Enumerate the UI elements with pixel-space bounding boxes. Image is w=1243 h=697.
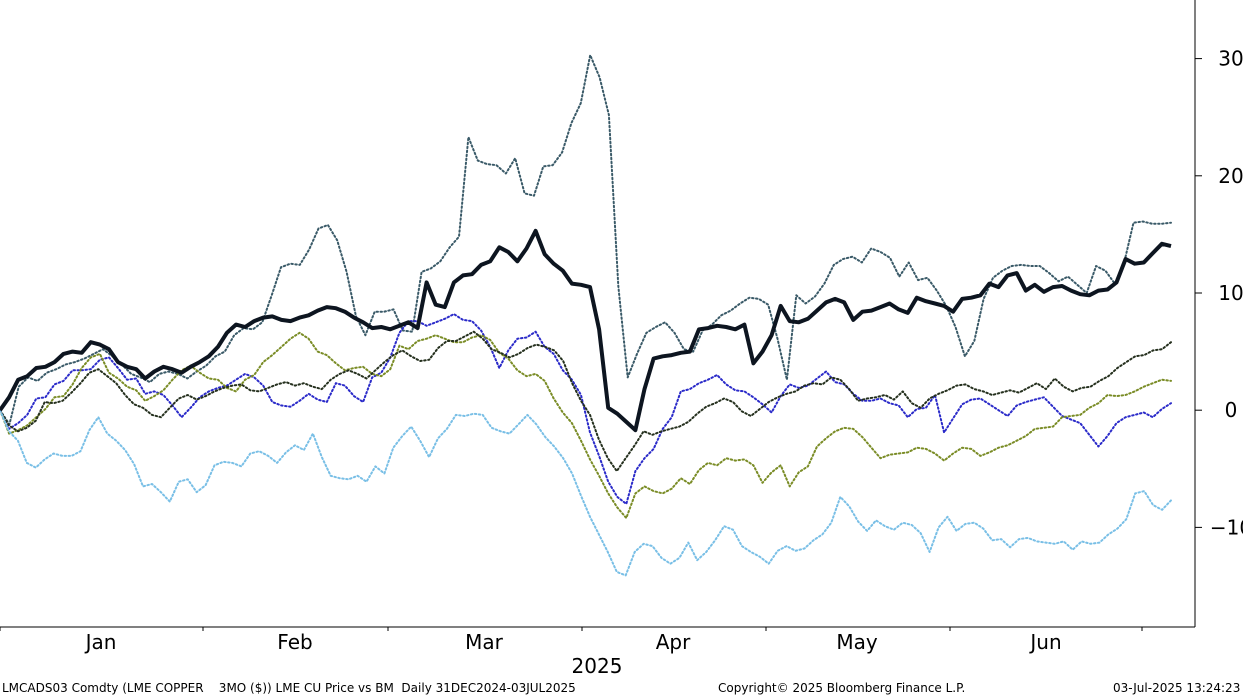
footer-copyright: Copyright© 2025 Bloomberg Finance L.P.	[718, 681, 966, 695]
x-tick-label-feb: Feb	[277, 630, 312, 654]
y-tick-label: 30	[1218, 47, 1243, 71]
x-tick-label-mar: Mar	[465, 630, 504, 654]
x-axis-year-label: 2025	[572, 654, 623, 678]
footer-ticker-text: LMCADS03 Comdty (LME COPPER 3MO ($)) LME…	[2, 681, 576, 695]
series-lines	[0, 54, 1172, 577]
x-axis-ticks: Jan Feb Mar Apr May Jun	[0, 627, 1143, 654]
series-line-dotted-1	[0, 54, 1172, 426]
x-tick-label-apr: Apr	[656, 630, 691, 654]
series-line-dotted-2	[0, 313, 1172, 505]
y-axis-ticks: 30 20 10 0 −10	[1195, 47, 1243, 539]
footer-timestamp: 03-Jul-2025 13:24:23	[1113, 681, 1241, 695]
series-line-dotted-5	[0, 409, 1172, 577]
series-line-dotted-3	[0, 331, 1172, 519]
y-tick-label: 0	[1225, 398, 1238, 422]
series-line-dotted-4	[0, 330, 1172, 473]
y-tick-label: 20	[1218, 164, 1243, 188]
y-tick-label: 10	[1218, 281, 1243, 305]
x-tick-label-may: May	[836, 630, 878, 654]
x-tick-label-jun: Jun	[1028, 630, 1061, 654]
x-tick-label-jan: Jan	[84, 630, 117, 654]
y-tick-label: −10	[1210, 515, 1243, 539]
series-line-copper-price	[0, 228, 1172, 433]
